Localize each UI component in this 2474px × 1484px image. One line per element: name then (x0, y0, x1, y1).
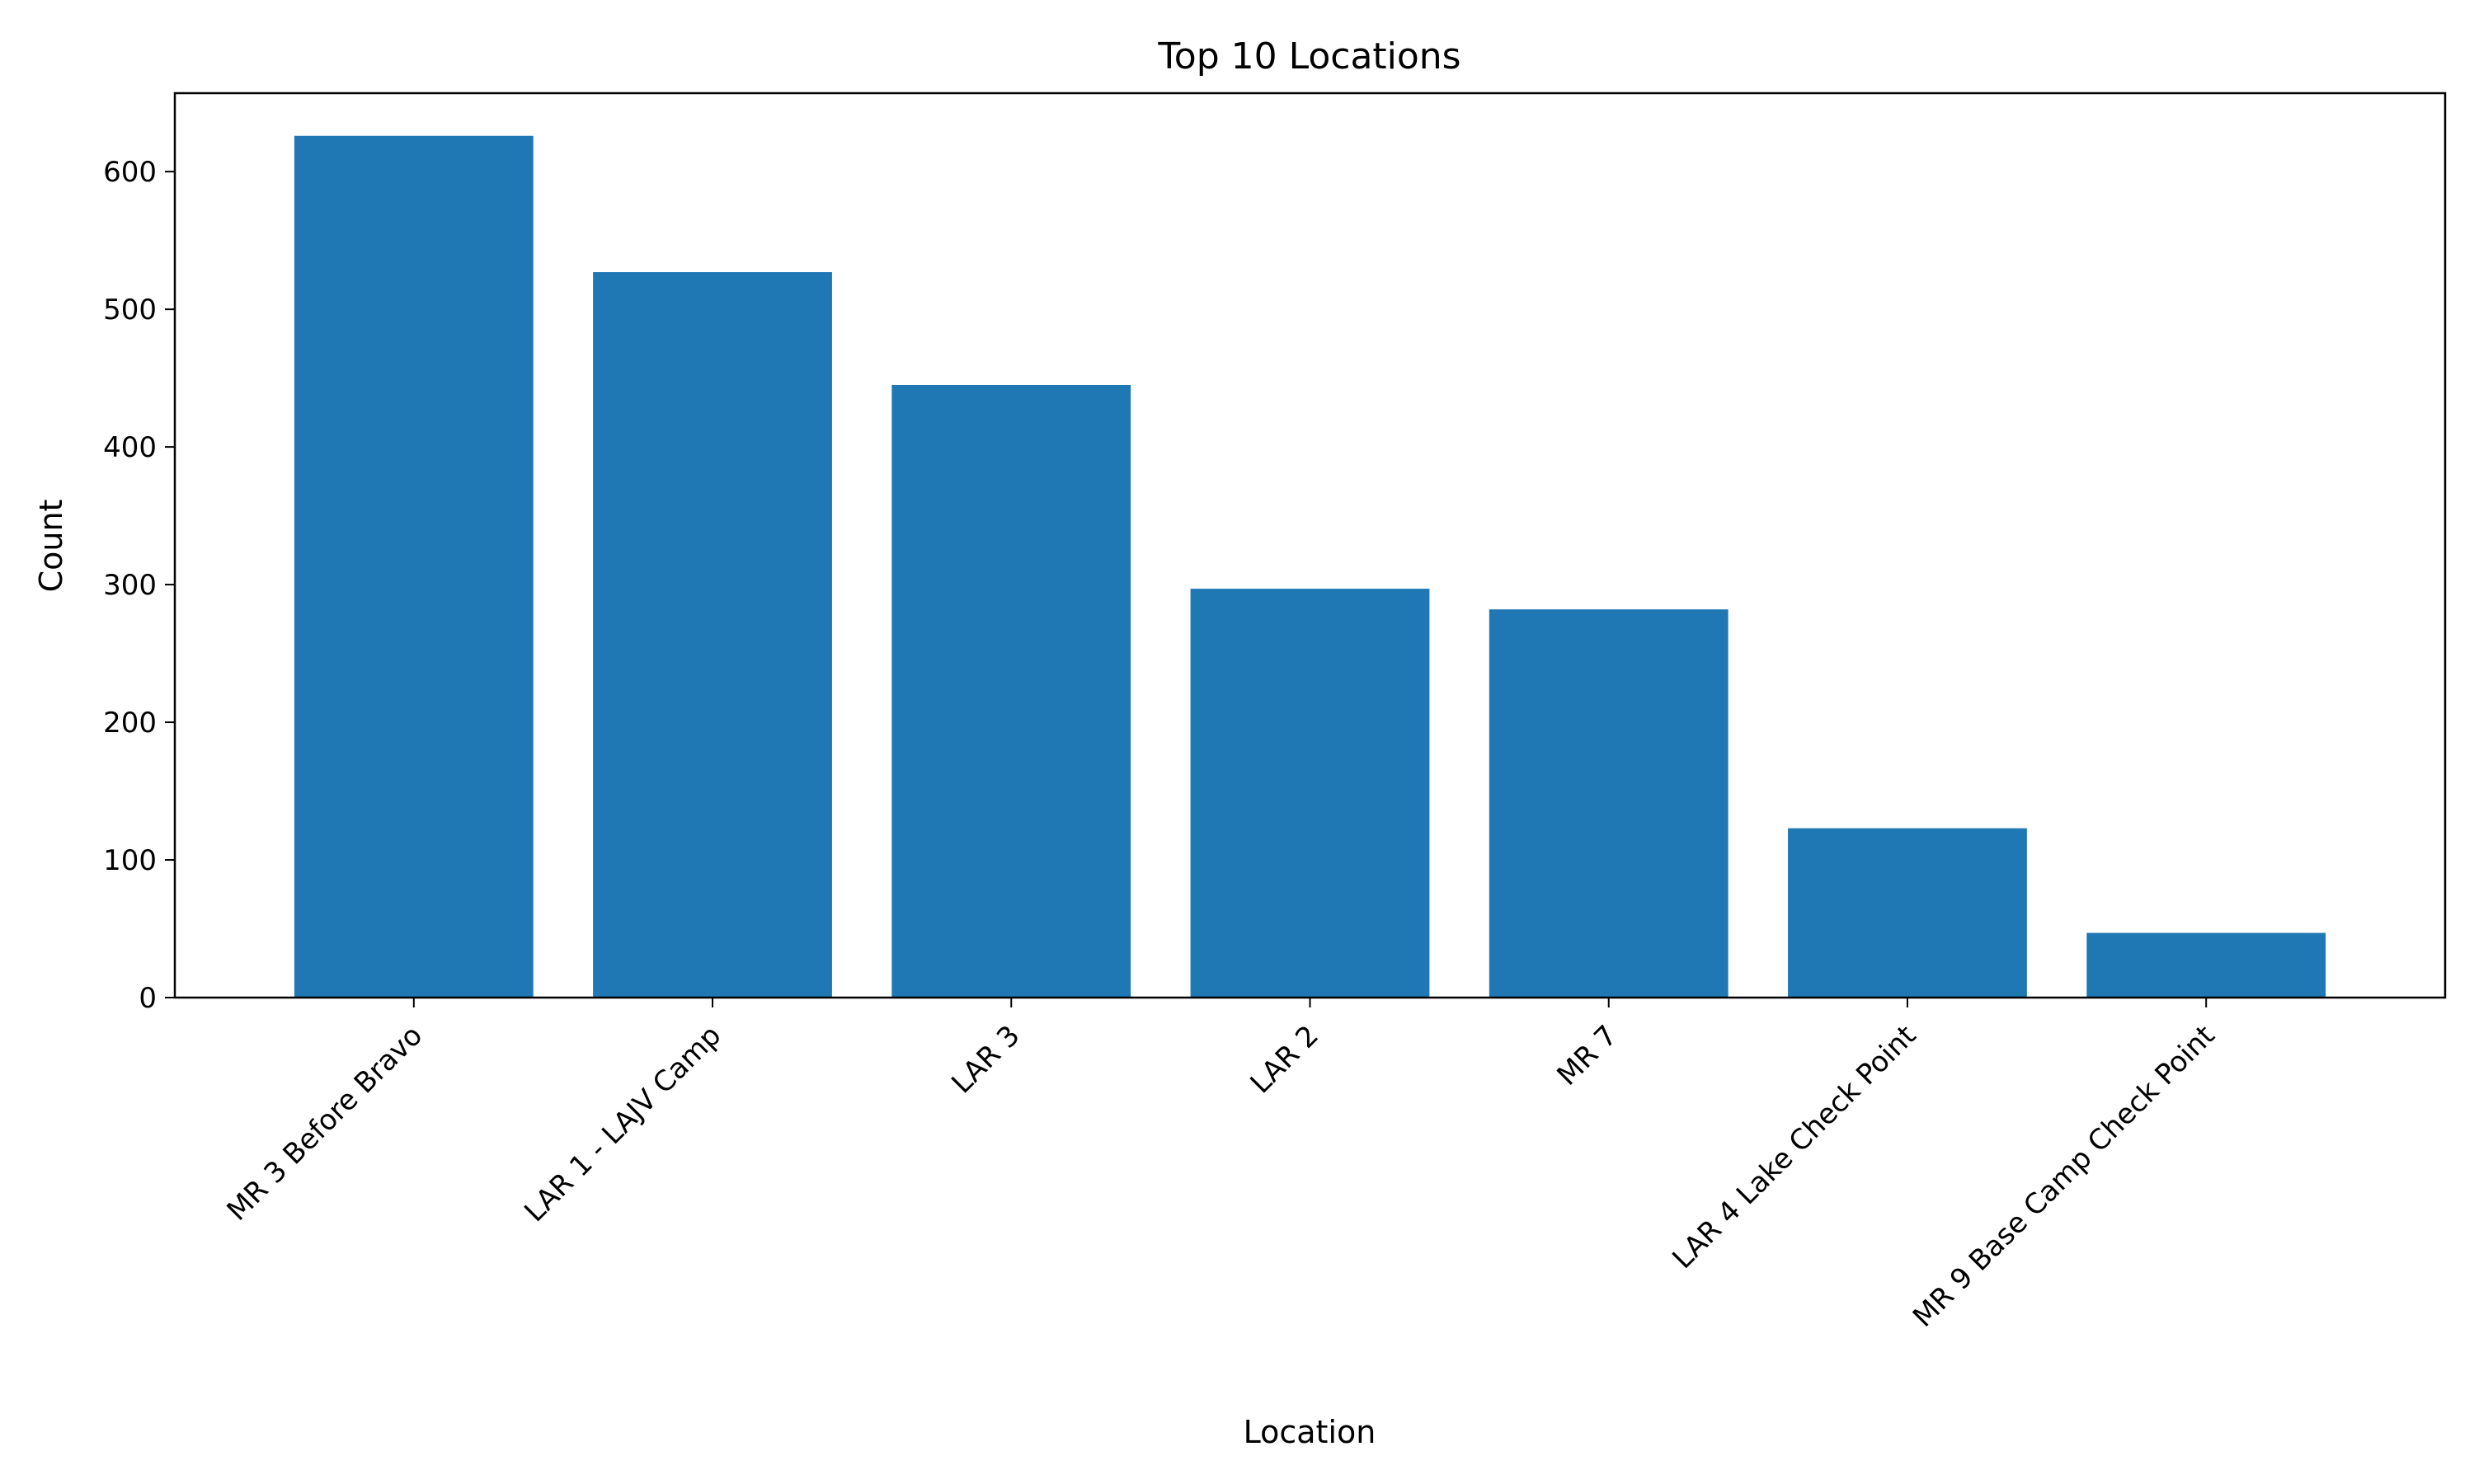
x-tick-label: MR 7 (1550, 1019, 1624, 1092)
x-tick-label: LAR 1 - LAJV Camp (518, 1019, 727, 1228)
x-tick-label: LAR 3 (945, 1019, 1026, 1100)
bar (2086, 932, 2326, 998)
y-tick-label: 0 (139, 982, 157, 1015)
bar (294, 135, 534, 998)
bar-group (294, 135, 2326, 998)
chart-title: Top 10 Locations (1157, 35, 1460, 77)
y-tick-label: 200 (103, 707, 157, 740)
y-axis-label: Count (33, 500, 69, 593)
bar (593, 272, 832, 998)
y-tick-label: 400 (103, 431, 157, 464)
y-tick-label: 300 (103, 569, 157, 602)
y-tick-label: 100 (103, 844, 157, 877)
x-axis-ticks: MR 3 Before Bravo LAR 1 - LAJV Camp LAR 3 L… (221, 998, 2222, 1334)
bar (1489, 609, 1729, 998)
x-tick-label: MR 3 Before Bravo (221, 1019, 430, 1228)
x-axis-label: Location (1244, 1414, 1376, 1450)
bar (1788, 828, 2027, 998)
bar (891, 384, 1131, 998)
y-axis-ticks: 0 100 200 300 400 500 600 (103, 156, 175, 1015)
bar (1190, 589, 1430, 998)
y-tick-label: 600 (103, 156, 157, 189)
x-tick-label: MR 9 Base Camp Check Point (1907, 1019, 2222, 1334)
y-tick-label: 500 (103, 294, 157, 326)
plot-frame (173, 92, 2447, 999)
x-tick-label: LAR 2 (1244, 1019, 1325, 1100)
x-tick-label: LAR 4 Lake Check Point (1666, 1019, 1922, 1275)
